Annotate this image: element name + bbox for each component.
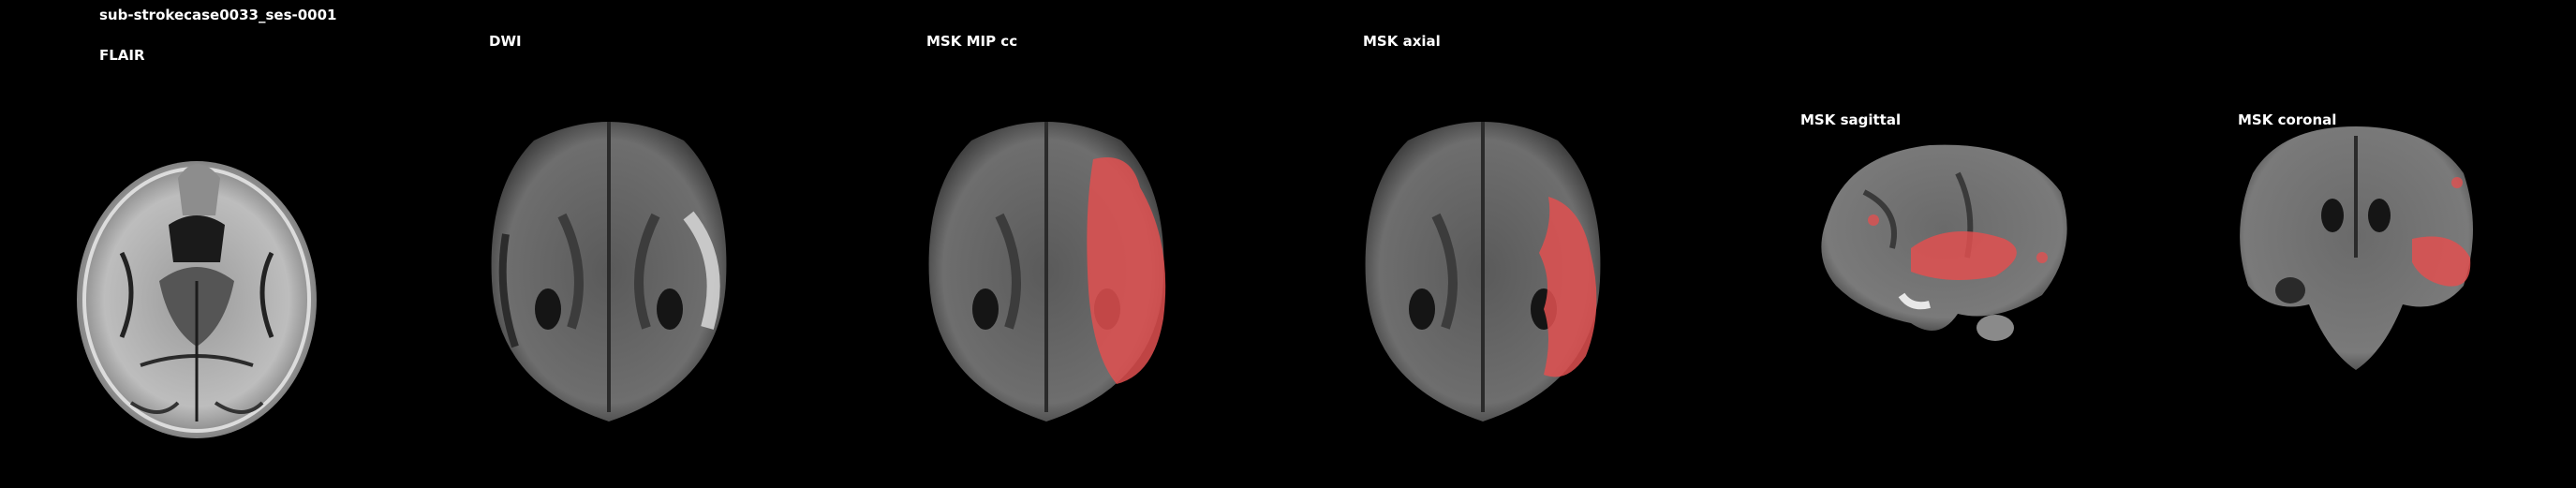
msk-mip-image <box>915 103 1177 431</box>
panel-title-dwi: DWI <box>489 33 522 50</box>
msk-coronal-image <box>2225 117 2487 379</box>
dwi-image <box>478 103 740 431</box>
panel-title-msk-mip: MSK MIP cc <box>926 33 1018 50</box>
subject-title: sub-strokecase0033_ses-0001 <box>99 7 337 23</box>
msk-axial-image <box>1352 103 1614 431</box>
panel-title-msk-sagittal: MSK sagittal <box>1800 111 1902 128</box>
panel-title-flair: FLAIR <box>99 47 145 64</box>
panel-title-msk-axial: MSK axial <box>1363 33 1441 50</box>
panel-title-msk-coronal: MSK coronal <box>2238 111 2337 128</box>
flair-image <box>66 140 328 440</box>
msk-sagittal-image <box>1808 136 2080 351</box>
